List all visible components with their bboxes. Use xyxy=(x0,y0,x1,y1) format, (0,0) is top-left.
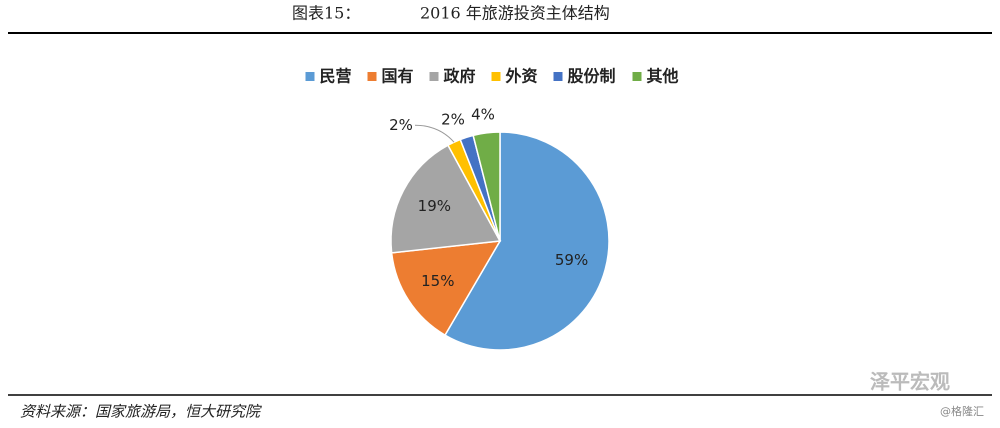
value-label: 4% xyxy=(471,105,495,123)
legend-swatch xyxy=(305,72,315,81)
legend-label: 民营 xyxy=(320,67,352,86)
legend-swatch xyxy=(429,72,439,81)
legend-swatch xyxy=(632,72,642,81)
legend-swatch xyxy=(553,72,563,81)
value-label: 2% xyxy=(389,116,413,134)
value-label: 19% xyxy=(418,197,451,215)
legend-swatch xyxy=(491,72,501,81)
legend-label: 其他 xyxy=(647,67,679,86)
leader-line xyxy=(414,124,455,143)
pie-slice xyxy=(390,240,502,337)
value-label: 15% xyxy=(421,272,454,290)
credit: @格隆汇 xyxy=(940,404,984,418)
pie-slice xyxy=(472,131,501,242)
pie-slice xyxy=(443,131,610,351)
legend-label: 股份制 xyxy=(568,67,616,86)
legend-label: 外资 xyxy=(505,67,538,86)
legend-label: 国有 xyxy=(382,67,414,86)
chart-title: 2016 年旅游投资主体结构 xyxy=(420,4,610,23)
figure-label: 图表15： xyxy=(292,4,360,23)
source-note: 资料来源：国家旅游局，恒大研究院 xyxy=(20,403,262,421)
legend-swatch xyxy=(367,72,377,81)
legend-label: 政府 xyxy=(444,67,476,86)
value-label: 59% xyxy=(555,251,588,269)
value-label: 2% xyxy=(441,110,465,128)
watermark: 泽平宏观 xyxy=(870,370,950,394)
chart: 民营 国有 政府 外资 股份制 其他 59% 15% 19% 4% 2% 2% xyxy=(305,67,679,351)
pie-slice xyxy=(390,144,502,254)
